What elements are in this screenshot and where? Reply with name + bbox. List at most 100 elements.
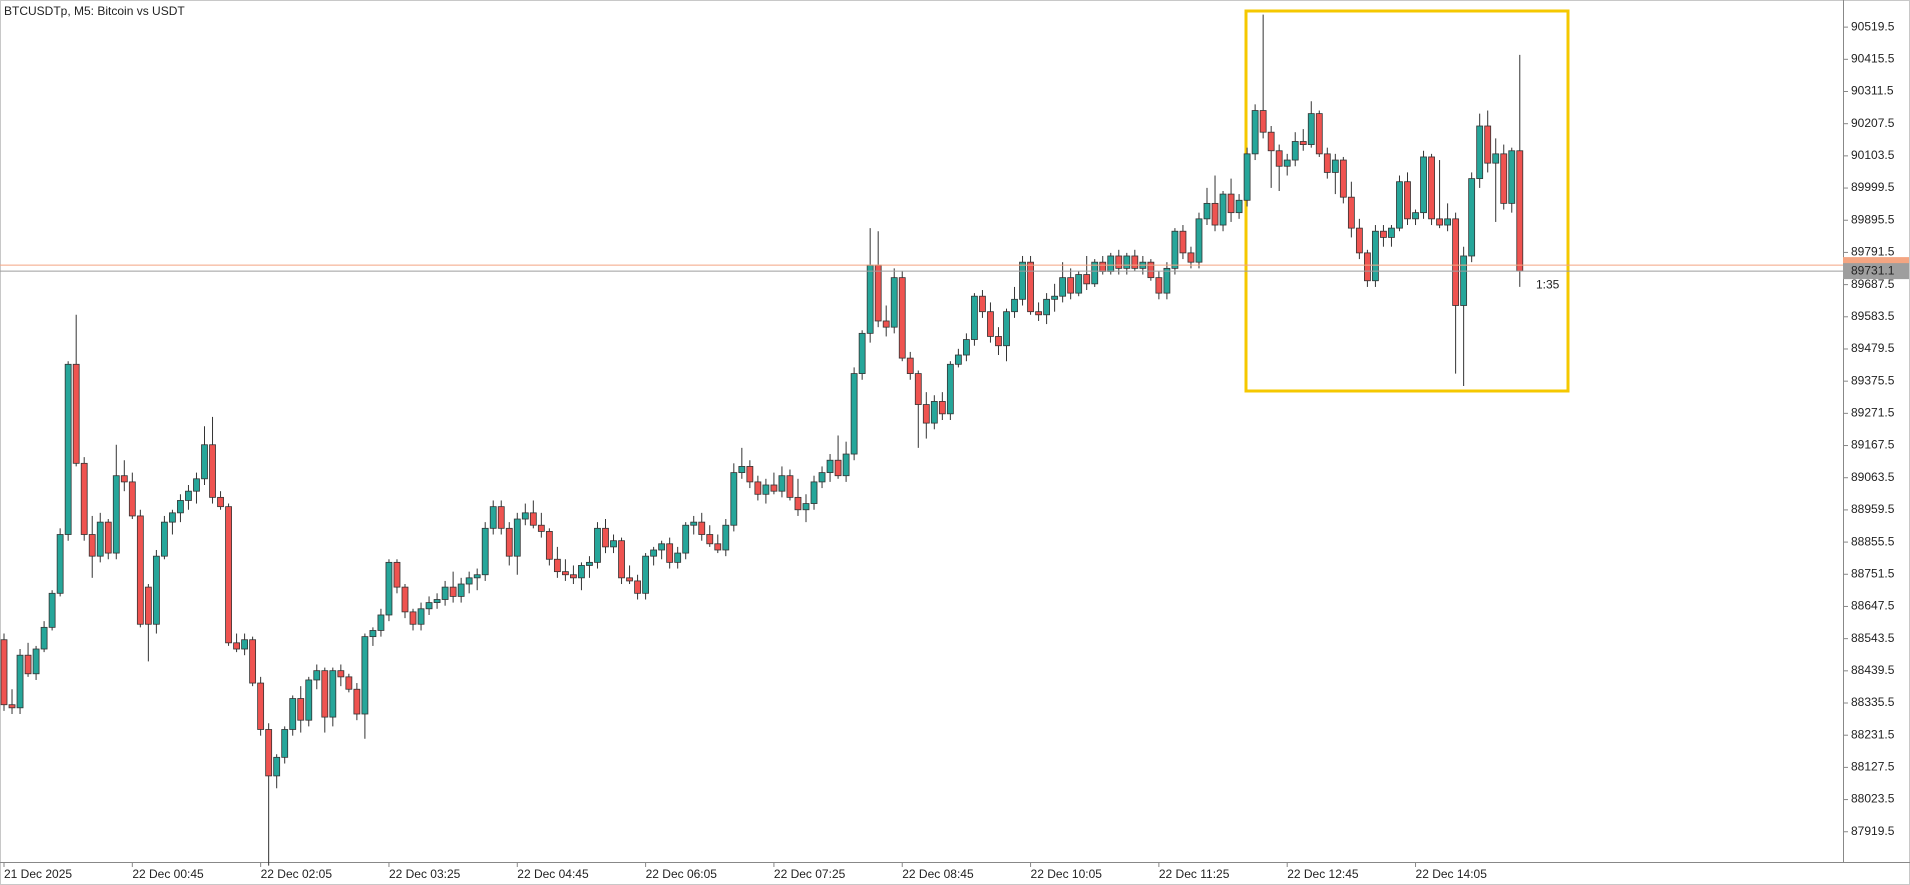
candle-body — [1035, 311, 1042, 316]
candle-body — [361, 636, 369, 715]
candle-body — [682, 524, 690, 554]
candle-body — [746, 466, 754, 483]
candle-body — [626, 577, 633, 582]
candle-body — [321, 670, 329, 718]
candle-body — [305, 679, 313, 721]
candle-body — [650, 549, 658, 557]
candle-body — [265, 729, 273, 777]
candle-body — [971, 295, 978, 340]
x-tick-label: 22 Dec 02:05 — [261, 867, 333, 881]
candle-body — [48, 592, 56, 628]
candle-body — [1404, 181, 1411, 220]
candle-body — [1396, 181, 1403, 229]
x-tick-label: 22 Dec 08:45 — [902, 867, 974, 881]
candle-body — [979, 295, 986, 313]
candle-body — [281, 729, 289, 758]
candle-body — [465, 577, 473, 585]
y-tick-label: 89583.5 — [1851, 309, 1895, 323]
candle-body — [1452, 218, 1460, 306]
candle-body — [578, 565, 585, 579]
candle-body — [1131, 255, 1139, 269]
highlight-box — [1244, 9, 1570, 393]
candle-body — [88, 534, 96, 557]
candle-body — [16, 654, 24, 709]
candle-body — [1484, 125, 1492, 164]
candle-body — [826, 459, 834, 474]
candle-body — [834, 459, 842, 477]
candle-body — [120, 475, 128, 483]
candle-body — [1508, 150, 1516, 204]
candle-body — [1155, 277, 1163, 294]
candle-body — [995, 336, 1002, 347]
candle-body — [64, 363, 72, 535]
candle-body — [1355, 227, 1363, 254]
candle-body — [1428, 156, 1435, 220]
candle-body — [642, 555, 649, 594]
candle-body — [1179, 230, 1187, 254]
candle-body — [297, 698, 305, 721]
candle-body — [1171, 230, 1179, 269]
candle-body — [201, 444, 208, 480]
candle-body — [730, 472, 738, 526]
candle-body — [1468, 178, 1476, 257]
candle-body — [1331, 159, 1339, 173]
candle-body — [674, 552, 682, 563]
candle-body — [1444, 218, 1451, 226]
candle-body — [385, 561, 393, 616]
candle-body — [80, 462, 88, 535]
candle-body — [0, 639, 8, 706]
y-tick-label: 89895.5 — [1851, 212, 1895, 226]
y-tick-label: 88439.5 — [1851, 663, 1895, 677]
candle-body — [233, 642, 240, 650]
candle-body — [433, 599, 441, 603]
candle-body — [337, 670, 345, 678]
candle-body — [906, 357, 914, 374]
x-tick-label: 22 Dec 10:05 — [1031, 867, 1103, 881]
candle-body — [1307, 113, 1315, 145]
candle-body — [930, 401, 938, 424]
y-tick-label: 88543.5 — [1851, 631, 1895, 645]
candle-body — [1380, 230, 1387, 238]
chart-title: BTCUSDTp, M5: Bitcoin vs USDT — [4, 4, 185, 18]
candle-body — [1187, 252, 1195, 263]
candle-body — [513, 518, 521, 557]
candle-body — [1267, 131, 1275, 152]
candle-body — [954, 354, 962, 365]
candle-body — [56, 534, 64, 594]
candle-body — [225, 506, 232, 644]
y-tick-label: 88647.5 — [1851, 599, 1895, 613]
candle-body — [8, 704, 16, 709]
candle-body — [497, 506, 505, 529]
y-tick-label: 90311.5 — [1851, 84, 1894, 98]
y-tick-label: 88959.5 — [1851, 502, 1895, 516]
candle-body — [169, 512, 176, 523]
candle-body — [72, 363, 80, 464]
candle-body — [1051, 295, 1059, 300]
candle-body — [481, 527, 489, 576]
candle-body — [521, 512, 529, 520]
candle-body — [698, 521, 706, 535]
candle-body — [553, 558, 561, 573]
candle-body — [32, 648, 40, 675]
candle-body — [457, 583, 465, 597]
candle-body — [1211, 202, 1219, 226]
candle-body — [1235, 199, 1243, 214]
candle-body — [112, 475, 120, 554]
candle-body — [217, 496, 224, 508]
candle-body — [1091, 261, 1099, 285]
candle-body — [1283, 159, 1291, 167]
candle-body — [794, 496, 802, 511]
candle-body — [1123, 255, 1131, 269]
candle-body — [1347, 196, 1355, 229]
candle-body — [1067, 277, 1075, 294]
candle-body — [1195, 218, 1203, 263]
y-tick-label: 88751.5 — [1851, 566, 1895, 580]
candle-body — [666, 543, 674, 563]
y-tick-label: 89479.5 — [1851, 341, 1895, 355]
candle-body — [96, 521, 104, 557]
candle-body — [987, 311, 994, 337]
x-tick-label: 22 Dec 00:45 — [132, 867, 204, 881]
candle-body — [1364, 252, 1371, 282]
candle-body — [1163, 267, 1171, 294]
candle-body — [778, 475, 786, 492]
